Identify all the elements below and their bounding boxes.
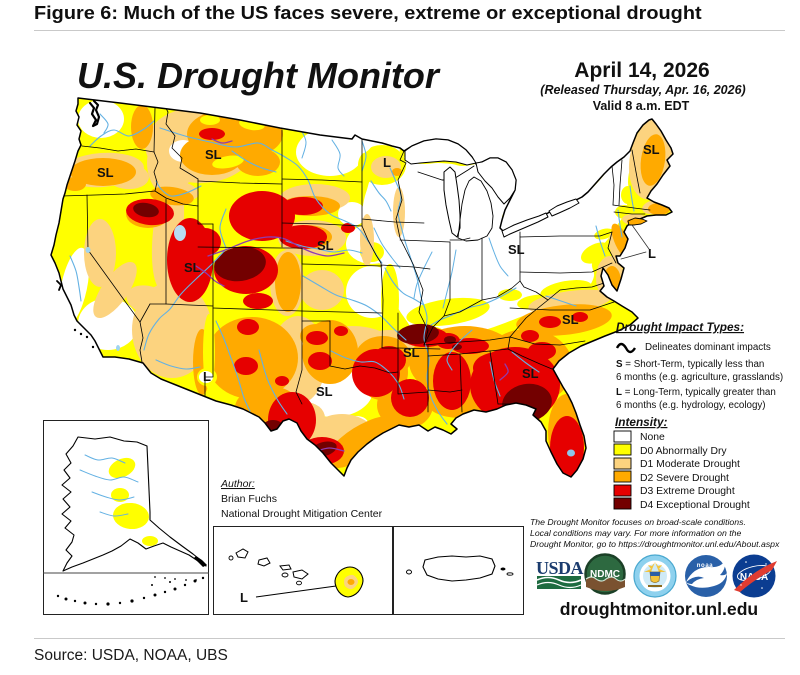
svg-text:D4 Exceptional Drought: D4 Exceptional Drought: [640, 500, 750, 511]
svg-text:SL: SL: [184, 260, 201, 275]
svg-text:SL: SL: [317, 238, 334, 253]
svg-text:The Drought Monitor focuses on: The Drought Monitor focuses on broad-sca…: [530, 517, 746, 527]
svg-text:D2 Severe Drought: D2 Severe Drought: [640, 473, 729, 484]
svg-text:Local conditions may vary. For: Local conditions may vary. For more info…: [530, 528, 741, 538]
svg-text:L = Long-Term, typically great: L = Long-Term, typically greater than: [616, 387, 776, 398]
svg-text:D3 Extreme Drought: D3 Extreme Drought: [640, 486, 735, 497]
svg-text:Drought Impact Types:: Drought Impact Types:: [616, 320, 744, 334]
svg-text:SL: SL: [205, 147, 222, 162]
svg-text:6 months (e.g. hydrology, ecol: 6 months (e.g. hydrology, ecology): [616, 400, 766, 411]
svg-text:SL: SL: [97, 165, 114, 180]
svg-text:6 months (e.g. agriculture, gr: 6 months (e.g. agriculture, grasslands): [616, 372, 783, 383]
svg-text:Drought Monitor, go to https:/: Drought Monitor, go to https://droughtmo…: [530, 539, 780, 549]
svg-text:noaa: noaa: [697, 563, 713, 569]
svg-text:National Drought Mitigation Ce: National Drought Mitigation Center: [221, 508, 383, 520]
svg-text:Brian Fuchs: Brian Fuchs: [221, 493, 277, 505]
svg-text:SL: SL: [403, 345, 420, 360]
svg-text:L: L: [203, 369, 211, 384]
svg-text:D0 Abnormally Dry: D0 Abnormally Dry: [640, 446, 727, 457]
svg-text:Intensity:: Intensity:: [615, 415, 668, 429]
svg-text:droughtmonitor.unl.edu: droughtmonitor.unl.edu: [560, 599, 758, 619]
svg-text:L: L: [383, 155, 391, 170]
svg-text:D1 Moderate Drought: D1 Moderate Drought: [640, 459, 740, 470]
svg-text:USDA: USDA: [536, 558, 584, 578]
svg-text:NDMC: NDMC: [590, 569, 620, 580]
svg-text:April 14, 2026: April 14, 2026: [574, 59, 709, 82]
svg-text:U.S. Drought Monitor: U.S. Drought Monitor: [77, 55, 441, 96]
svg-text:SL: SL: [643, 142, 660, 157]
svg-text:None: None: [640, 432, 665, 443]
svg-text:SL: SL: [508, 242, 525, 257]
svg-text:SL: SL: [316, 384, 333, 399]
svg-text:L: L: [240, 590, 248, 605]
svg-text:(Released Thursday, Apr. 16, 2: (Released Thursday, Apr. 16, 2026): [540, 83, 745, 97]
svg-text:S = Short-Term, typically less: S = Short-Term, typically less than: [616, 359, 764, 370]
svg-text:SL: SL: [522, 366, 539, 381]
svg-text:Valid 8 a.m. EDT: Valid 8 a.m. EDT: [593, 99, 690, 113]
svg-text:SL: SL: [562, 312, 579, 327]
svg-text:L: L: [648, 246, 656, 261]
svg-text:Delineates dominant impacts: Delineates dominant impacts: [645, 342, 771, 353]
svg-text:Author:: Author:: [220, 478, 255, 490]
